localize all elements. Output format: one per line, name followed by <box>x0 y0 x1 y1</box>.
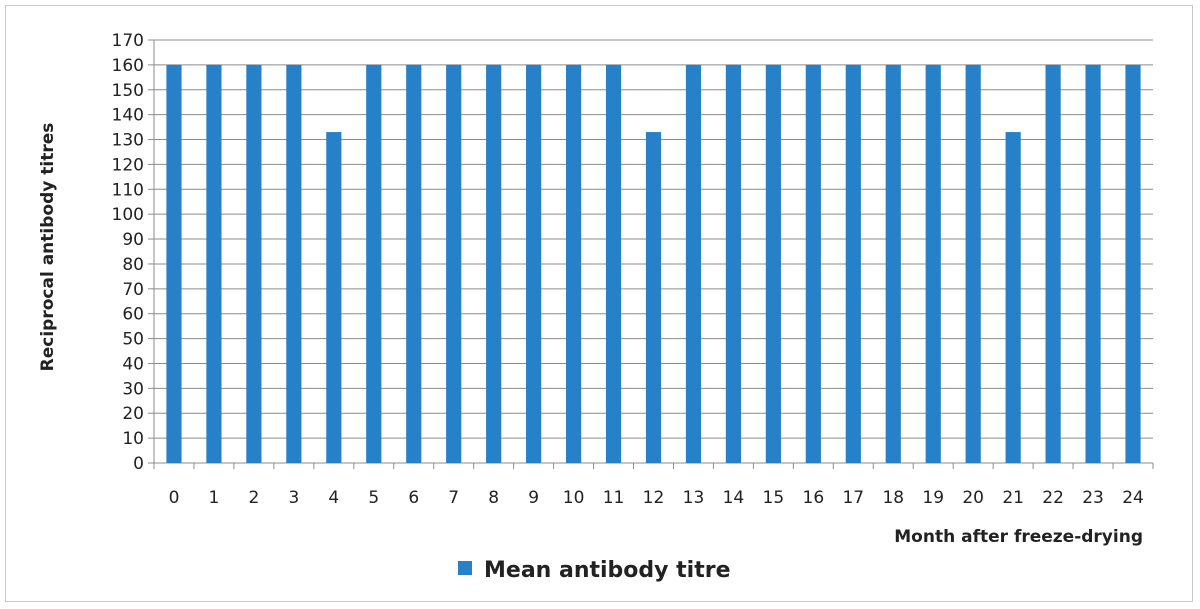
bar <box>1045 64 1061 463</box>
x-tick-label: 11 <box>603 488 625 508</box>
y-tick-label: 20 <box>122 404 144 424</box>
x-tick-label: 9 <box>528 488 539 508</box>
x-tick-label: 15 <box>763 488 785 508</box>
bar <box>366 64 382 463</box>
legend-swatch <box>458 561 472 575</box>
bar <box>765 64 781 463</box>
x-tick-label: 24 <box>1122 488 1144 508</box>
bar <box>645 132 662 464</box>
y-tick-label: 90 <box>122 230 144 250</box>
bar <box>685 64 702 463</box>
bar <box>805 64 821 463</box>
x-tick-label: 5 <box>368 488 379 508</box>
x-tick-label: 0 <box>169 488 180 508</box>
bar <box>286 64 302 463</box>
x-tick-label: 19 <box>922 488 944 508</box>
y-tick-label: 40 <box>122 354 144 374</box>
bar <box>206 64 222 463</box>
x-tick-label: 13 <box>683 488 705 508</box>
bar <box>845 64 861 463</box>
y-tick-label: 80 <box>122 255 144 275</box>
x-tick-label: 7 <box>448 488 459 508</box>
x-tick-label: 8 <box>488 488 499 508</box>
x-axis-label: Month after freeze-drying <box>894 527 1143 547</box>
y-tick-label: 110 <box>112 180 144 200</box>
x-tick-label: 10 <box>563 488 585 508</box>
y-tick-label: 10 <box>122 429 144 449</box>
y-tick-label: 70 <box>122 280 144 300</box>
x-tick-label: 22 <box>1042 488 1064 508</box>
y-tick-label: 120 <box>112 155 144 175</box>
bar <box>166 64 182 463</box>
bar <box>1125 64 1141 463</box>
bar <box>925 64 941 463</box>
legend: Mean antibody titre <box>458 558 731 583</box>
x-tick-label: 3 <box>288 488 299 508</box>
x-tick-label: 6 <box>408 488 419 508</box>
y-tick-label: 140 <box>112 106 144 126</box>
x-tick-label: 23 <box>1082 488 1104 508</box>
x-tick-label: 1 <box>209 488 220 508</box>
bar <box>326 132 342 464</box>
bar <box>406 64 422 463</box>
y-tick-label: 0 <box>133 454 144 474</box>
bar <box>446 64 462 463</box>
bar <box>605 64 622 463</box>
x-tick-label: 4 <box>328 488 339 508</box>
x-tick-label: 16 <box>803 488 825 508</box>
x-tick-labels: 0 1 2 3 4 5 6 7 8 9 10 11 12 13 14 15 16 17 18 19 20 21 22 23 24 <box>169 488 1144 508</box>
y-axis-label: Reciprocal antibody titres <box>38 123 58 372</box>
y-tick-label: 60 <box>122 305 144 325</box>
y-tick-label: 50 <box>122 330 144 350</box>
x-tick-label: 12 <box>643 488 665 508</box>
x-tick-label: 20 <box>962 488 984 508</box>
bar <box>246 64 262 463</box>
x-tick-label: 18 <box>882 488 904 508</box>
y-tick-label: 150 <box>112 81 144 101</box>
x-tick-label: 17 <box>842 488 864 508</box>
bar <box>885 64 901 463</box>
y-tick-labels: 0 10 20 30 40 50 60 70 80 90 100 110 120 130 140 150 160… <box>112 31 144 474</box>
bar <box>526 64 542 463</box>
legend-label: Mean antibody titre <box>484 558 731 583</box>
bar <box>565 64 582 463</box>
chart-frame <box>5 5 1193 602</box>
y-tick-label: 100 <box>112 205 144 225</box>
x-tick-label: 2 <box>248 488 259 508</box>
y-tick-label: 170 <box>112 31 144 51</box>
bar <box>725 64 742 463</box>
x-tick-label: 21 <box>1002 488 1024 508</box>
y-tick-label: 130 <box>112 131 144 151</box>
y-tick-label: 30 <box>122 379 144 399</box>
bar <box>1085 64 1101 463</box>
bar <box>965 64 981 463</box>
bars <box>166 64 1141 464</box>
bar <box>486 64 502 463</box>
x-tick-label: 14 <box>723 488 745 508</box>
y-tick-label: 160 <box>112 56 144 76</box>
bar <box>1005 132 1021 464</box>
